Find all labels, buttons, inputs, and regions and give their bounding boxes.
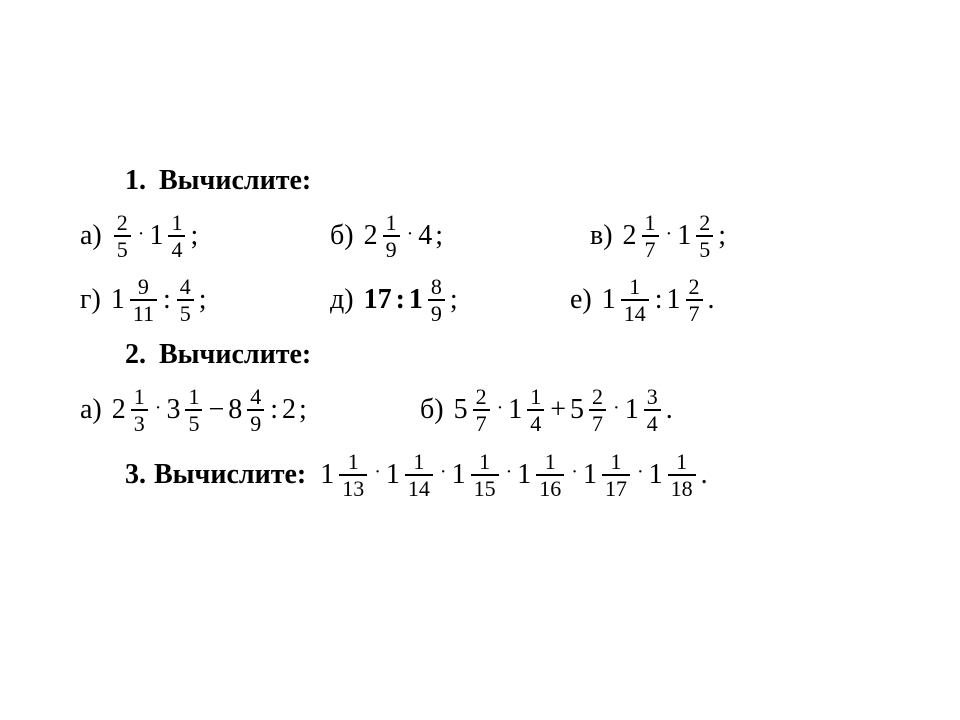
item-1b-label: б): [330, 220, 354, 252]
item-1d-label: д): [330, 284, 354, 316]
item-2a-expr: 213·315−849:2;: [112, 385, 307, 435]
item-1v-label: в): [590, 220, 613, 252]
item-3-expr: 1113·1114·1115·1116·1117·1118.: [320, 450, 707, 500]
item-1e: е) 1114:127.: [570, 275, 870, 325]
item-2a: а) 213·315−849:2;: [80, 385, 420, 435]
item-1b-expr: 219·4;: [364, 211, 443, 261]
section-1-heading: 1. Вычислите:: [80, 165, 880, 197]
section-1-row-1: а) 25·114; б) 219·4; в) 217·125;: [80, 211, 880, 261]
section-1-title: Вычислите:: [159, 165, 311, 196]
item-2b-label: б): [420, 394, 444, 426]
section-3-number: 3.: [125, 459, 146, 491]
item-2b: б) 527·114+527·134.: [420, 385, 840, 435]
item-1b: б) 219·4;: [330, 211, 590, 261]
section-3-title: Вычислите:: [154, 459, 306, 491]
item-1g-expr: 1911:45;: [111, 275, 207, 325]
section-1-number: 1.: [125, 165, 146, 196]
item-1a: а) 25·114;: [80, 211, 330, 261]
item-1d: д) 17:189;: [330, 275, 570, 325]
item-1a-label: а): [80, 220, 102, 252]
section-2-row-1: а) 213·315−849:2; б) 527·114+527·134.: [80, 385, 880, 435]
section-2-title: Вычислите:: [159, 339, 311, 370]
page: 1. Вычислите: а) 25·114; б) 219·4; в) 21…: [0, 0, 960, 720]
item-2b-expr: 527·114+527·134.: [454, 385, 673, 435]
item-1v: в) 217·125;: [590, 211, 870, 261]
section-3-line: 3. Вычислите: 1113·1114·1115·1116·1117·1…: [80, 450, 880, 500]
item-1e-label: е): [570, 284, 592, 316]
item-1a-expr: 25·114;: [112, 211, 198, 261]
worksheet-content: 1. Вычислите: а) 25·114; б) 219·4; в) 21…: [80, 165, 880, 500]
item-1g: г) 1911:45;: [80, 275, 330, 325]
item-1g-label: г): [80, 284, 101, 316]
item-1d-expr: 17:189;: [364, 275, 458, 325]
item-1v-expr: 217·125;: [623, 211, 726, 261]
item-1e-expr: 1114:127.: [602, 275, 715, 325]
item-2a-label: а): [80, 394, 102, 426]
section-1-row-2: г) 1911:45; д) 17:189; е) 1114:127.: [80, 275, 880, 325]
section-2-heading: 2. Вычислите:: [80, 339, 880, 371]
section-2-number: 2.: [125, 339, 146, 370]
